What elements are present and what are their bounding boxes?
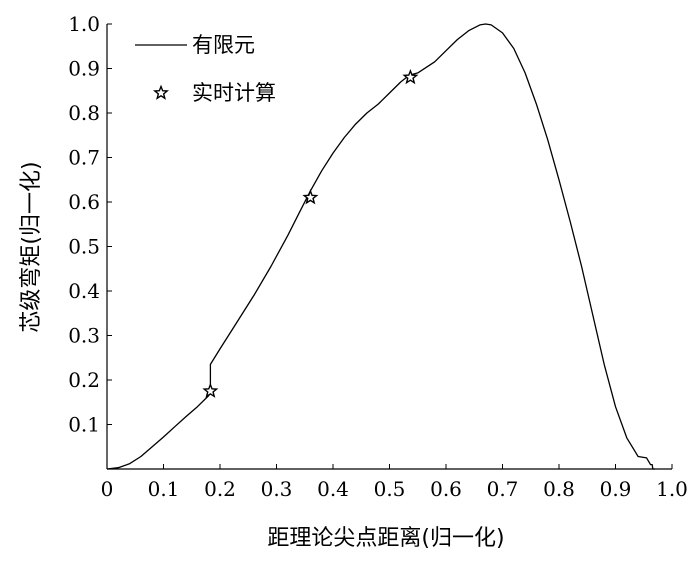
series-line-fem: [106, 23, 655, 470]
x-tick-label: 1.0: [656, 477, 688, 501]
legend-star-shape: [152, 84, 170, 100]
star-marker-realtime: [202, 382, 219, 398]
x-tick-label: 0.7: [487, 477, 519, 501]
y-axis-title: 芯级弯矩(归一化): [19, 161, 44, 332]
star-marker-realtime: [302, 189, 319, 205]
legend: 有限元 实时计算: [135, 33, 276, 105]
x-tick-label: 0.3: [261, 477, 293, 501]
y-tick-label: 0.5: [68, 235, 100, 259]
marker-layer: [202, 68, 419, 398]
x-tick-label: 0.4: [317, 477, 349, 501]
legend-label-fem: 有限元: [192, 33, 255, 57]
y-tick-label: 0.8: [68, 101, 100, 125]
y-axis-ticks: 0.1 0.2 0.3 0.4 0.5 0.6 0.7 0.8 0.9 1.0: [68, 12, 112, 437]
x-tick-label: 0.1: [148, 477, 180, 501]
x-tick-label: 0.2: [204, 477, 236, 501]
y-tick-label: 0.2: [68, 368, 100, 392]
y-tick-label: 1.0: [68, 12, 100, 36]
x-axis-ticks: 0 0.1 0.2 0.3 0.4 0.5 0.6 0.7 0.8 0.9 1.0: [101, 464, 688, 501]
x-axis-title: 距理论尖点距离(归一化): [267, 526, 504, 551]
y-tick-label: 0.6: [68, 190, 100, 214]
legend-label-realtime: 实时计算: [192, 81, 276, 105]
x-tick-label: 0.9: [600, 477, 632, 501]
legend-star-marker: [152, 84, 170, 100]
series-layer: [106, 23, 655, 470]
y-tick-label: 0.9: [68, 57, 100, 81]
x-tick-label: 0.5: [374, 477, 406, 501]
y-tick-label: 0.1: [68, 413, 100, 437]
x-tick-label: 0.8: [543, 477, 575, 501]
x-tick-label: 0: [101, 477, 114, 501]
y-tick-label: 0.7: [68, 146, 100, 170]
y-tick-label: 0.4: [68, 279, 100, 303]
star-marker-realtime: [402, 68, 419, 85]
y-tick-label: 0.3: [68, 324, 100, 348]
x-tick-label: 0.6: [430, 477, 462, 501]
